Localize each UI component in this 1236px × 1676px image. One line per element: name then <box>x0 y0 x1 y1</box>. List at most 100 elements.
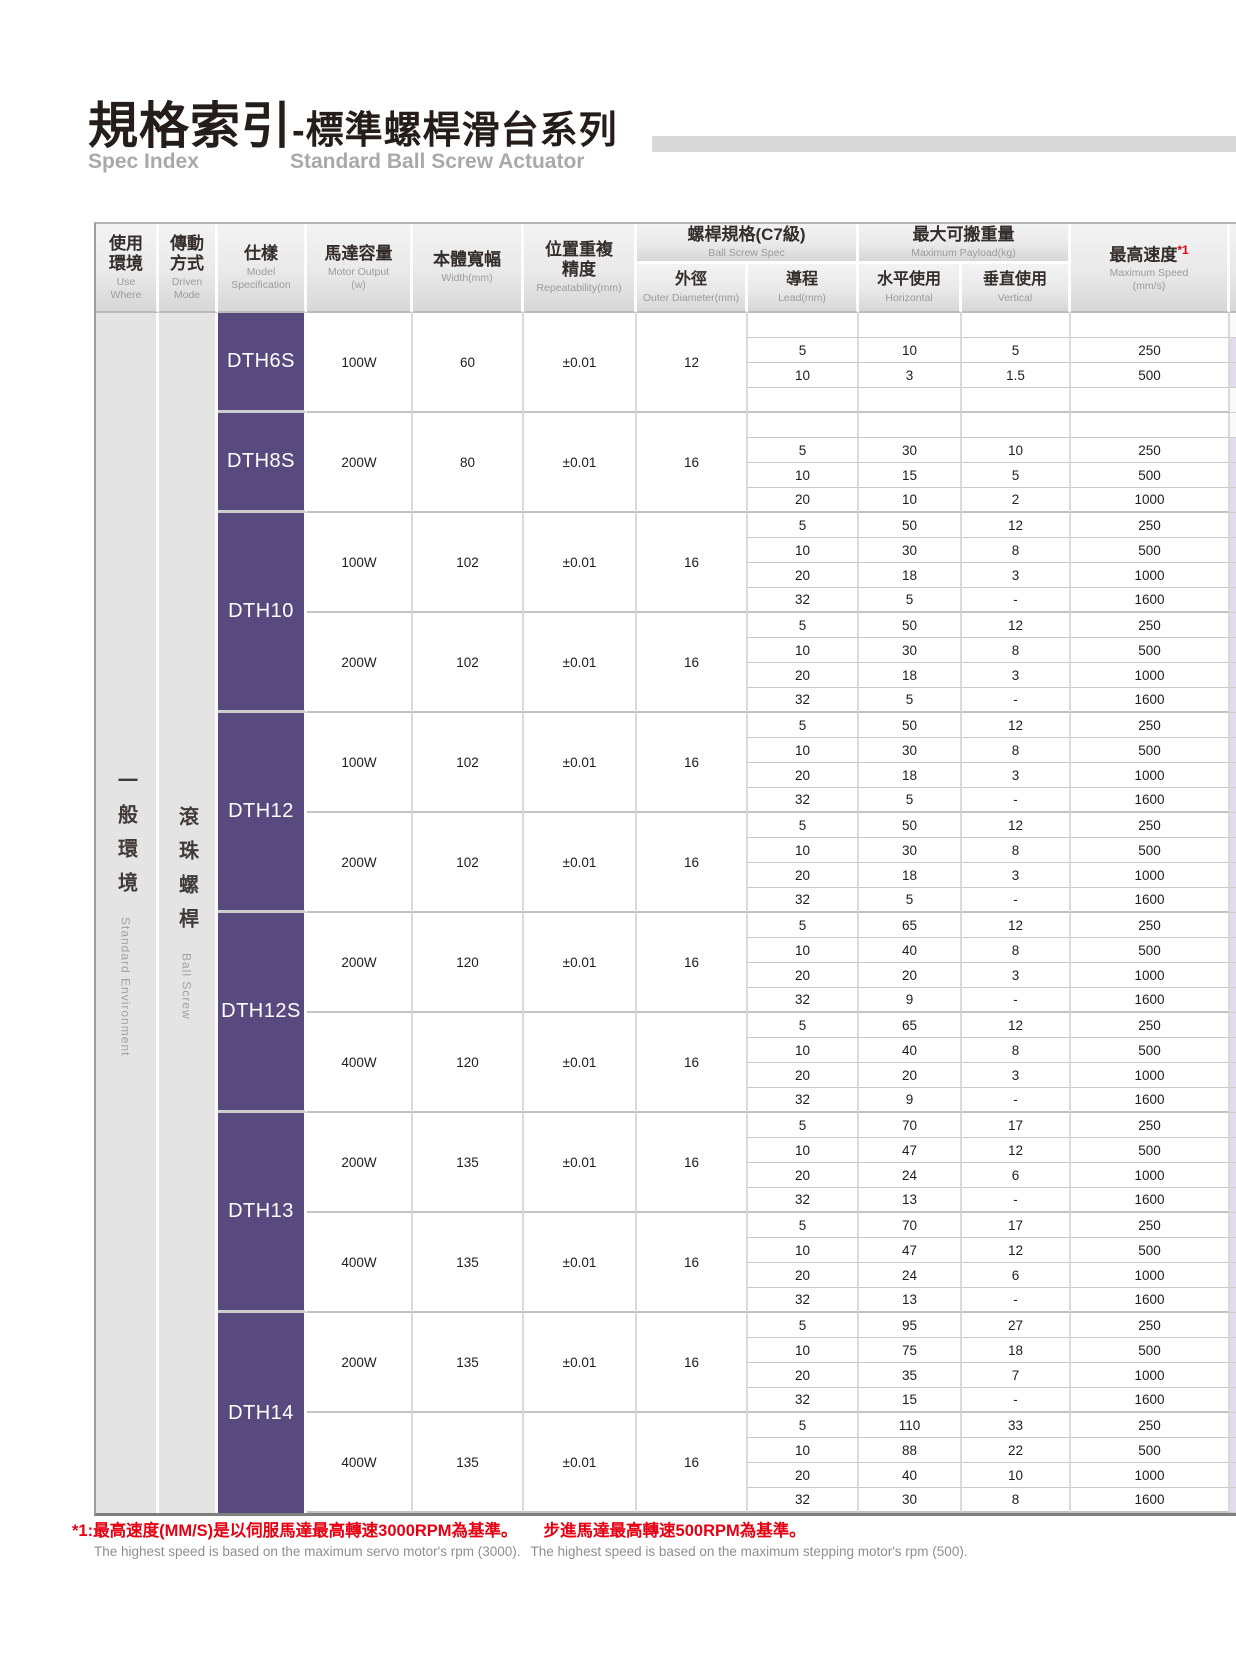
header-ball-screw-spec: 螺桿規格(C7級) Ball Screw Spec <box>637 224 859 264</box>
lead-cell: 32 <box>748 688 859 713</box>
max-speed-cell: 250 <box>1071 1313 1230 1338</box>
next-table-sliver <box>1230 613 1236 638</box>
horizontal-payload-cell: 30 <box>859 838 962 863</box>
lead-cell: 32 <box>748 1388 859 1413</box>
motor-output-cell: 100W <box>307 713 413 813</box>
lead-cell: 10 <box>748 1138 859 1163</box>
lead-cell: 10 <box>748 463 859 488</box>
next-table-sliver <box>1230 338 1236 363</box>
next-table-sliver <box>1230 638 1236 663</box>
motor-output-cell: 200W <box>307 813 413 913</box>
next-table-sliver <box>1230 663 1236 688</box>
vertical-payload-cell: 27 <box>962 1313 1071 1338</box>
next-table-sliver <box>1230 538 1236 563</box>
body-width-cell: 102 <box>413 613 524 713</box>
vertical-payload-cell: 3 <box>962 963 1071 988</box>
vertical-payload-cell: 7 <box>962 1363 1071 1388</box>
lead-cell: 10 <box>748 538 859 563</box>
next-table-sliver <box>1230 1188 1236 1213</box>
header-driven-mode-zh: 傳動 方式 <box>170 233 204 273</box>
max-speed-cell <box>1071 413 1230 438</box>
vertical-payload-cell: 12 <box>962 1238 1071 1263</box>
max-speed-cell: 500 <box>1071 538 1230 563</box>
repeatability-cell: ±0.01 <box>524 313 637 413</box>
lead-cell: 10 <box>748 838 859 863</box>
header-repeatability-zh: 位置重複 精度 <box>545 240 613 280</box>
horizontal-payload-cell: 30 <box>859 1488 962 1513</box>
vertical-payload-cell: - <box>962 1388 1071 1413</box>
vertical-payload-cell: - <box>962 788 1071 813</box>
motor-output-cell: 200W <box>307 913 413 1013</box>
header-use-where-zh: 使用 環境 <box>109 233 143 273</box>
header-lead-en: Lead(mm) <box>778 291 826 304</box>
max-speed-cell: 1600 <box>1071 588 1230 613</box>
horizontal-payload-cell: 13 <box>859 1288 962 1313</box>
vertical-payload-cell: 1.5 <box>962 363 1071 388</box>
max-speed-cell: 500 <box>1071 1438 1230 1463</box>
body-width-cell: 120 <box>413 1013 524 1113</box>
lead-cell: 5 <box>748 913 859 938</box>
subtitle-spec-index: Spec Index <box>88 150 199 173</box>
max-speed-cell: 1000 <box>1071 963 1230 988</box>
lead-cell: 5 <box>748 338 859 363</box>
next-table-sliver <box>1230 838 1236 863</box>
header-vertical-zh: 垂直使用 <box>982 270 1047 288</box>
vertical-payload-cell: 18 <box>962 1338 1071 1363</box>
vertical-payload-cell: - <box>962 988 1071 1013</box>
max-speed-cell: 1600 <box>1071 788 1230 813</box>
max-speed-cell: 1600 <box>1071 1488 1230 1513</box>
outer-diameter-cell: 16 <box>637 713 748 813</box>
page-subtitle: Spec Index Standard Ball Screw Actuator <box>88 150 988 174</box>
vertical-payload-cell: 10 <box>962 438 1071 463</box>
header-lead-zh: 導程 <box>785 270 818 288</box>
horizontal-payload-cell: 15 <box>859 1388 962 1413</box>
repeatability-cell: ±0.01 <box>524 1113 637 1213</box>
page-title: 規格索引-標準螺桿滑台系列 <box>88 86 618 158</box>
vertical-payload-cell: - <box>962 888 1071 913</box>
horizontal-payload-cell: 70 <box>859 1113 962 1138</box>
header-outer-diameter-zh: 外徑 <box>674 270 707 288</box>
header-driven-mode-en: Driven Mode <box>171 275 203 301</box>
repeatability-cell: ±0.01 <box>524 613 637 713</box>
max-speed-cell: 1600 <box>1071 1288 1230 1313</box>
body-width-cell: 102 <box>413 713 524 813</box>
max-speed-cell: 500 <box>1071 363 1230 388</box>
lead-cell: 20 <box>748 488 859 513</box>
lead-cell: 5 <box>748 1213 859 1238</box>
vertical-payload-cell: - <box>962 1088 1071 1113</box>
vertical-payload-cell: 33 <box>962 1413 1071 1438</box>
header-horizontal: 水平使用 Horizontal <box>859 264 962 313</box>
horizontal-payload-cell: 30 <box>859 738 962 763</box>
max-speed-cell: 500 <box>1071 463 1230 488</box>
next-table-sliver <box>1230 363 1236 388</box>
body-width-cell: 135 <box>413 1113 524 1213</box>
outer-diameter-cell: 16 <box>637 513 748 613</box>
vertical-payload-cell: - <box>962 1188 1071 1213</box>
vertical-payload-cell: 12 <box>962 1138 1071 1163</box>
max-speed-cell: 250 <box>1071 338 1230 363</box>
lead-cell: 5 <box>748 1413 859 1438</box>
motor-output-cell: 200W <box>307 1113 413 1213</box>
max-speed-cell: 1000 <box>1071 863 1230 888</box>
horizontal-payload-cell: 18 <box>859 563 962 588</box>
repeatability-cell: ±0.01 <box>524 513 637 613</box>
repeatability-cell: ±0.01 <box>524 1213 637 1313</box>
horizontal-payload-cell: 24 <box>859 1163 962 1188</box>
horizontal-payload-cell: 30 <box>859 538 962 563</box>
vertical-payload-cell: 3 <box>962 663 1071 688</box>
vertical-payload-cell: - <box>962 1288 1071 1313</box>
horizontal-payload-cell: 18 <box>859 763 962 788</box>
horizontal-payload-cell <box>859 413 962 438</box>
horizontal-payload-cell: 30 <box>859 638 962 663</box>
next-table-sliver <box>1230 1263 1236 1288</box>
max-speed-cell: 250 <box>1071 513 1230 538</box>
lead-cell: 10 <box>748 638 859 663</box>
repeatability-cell: ±0.01 <box>524 713 637 813</box>
header-model-spec-en: Model Specification <box>231 265 291 291</box>
next-table-header-sliver <box>1230 224 1236 313</box>
repeatability-cell: ±0.01 <box>524 1413 637 1513</box>
vertical-payload-cell: 3 <box>962 1063 1071 1088</box>
horizontal-payload-cell: 10 <box>859 338 962 363</box>
title-accent-bar <box>652 136 1236 152</box>
lead-cell: 10 <box>748 1338 859 1363</box>
